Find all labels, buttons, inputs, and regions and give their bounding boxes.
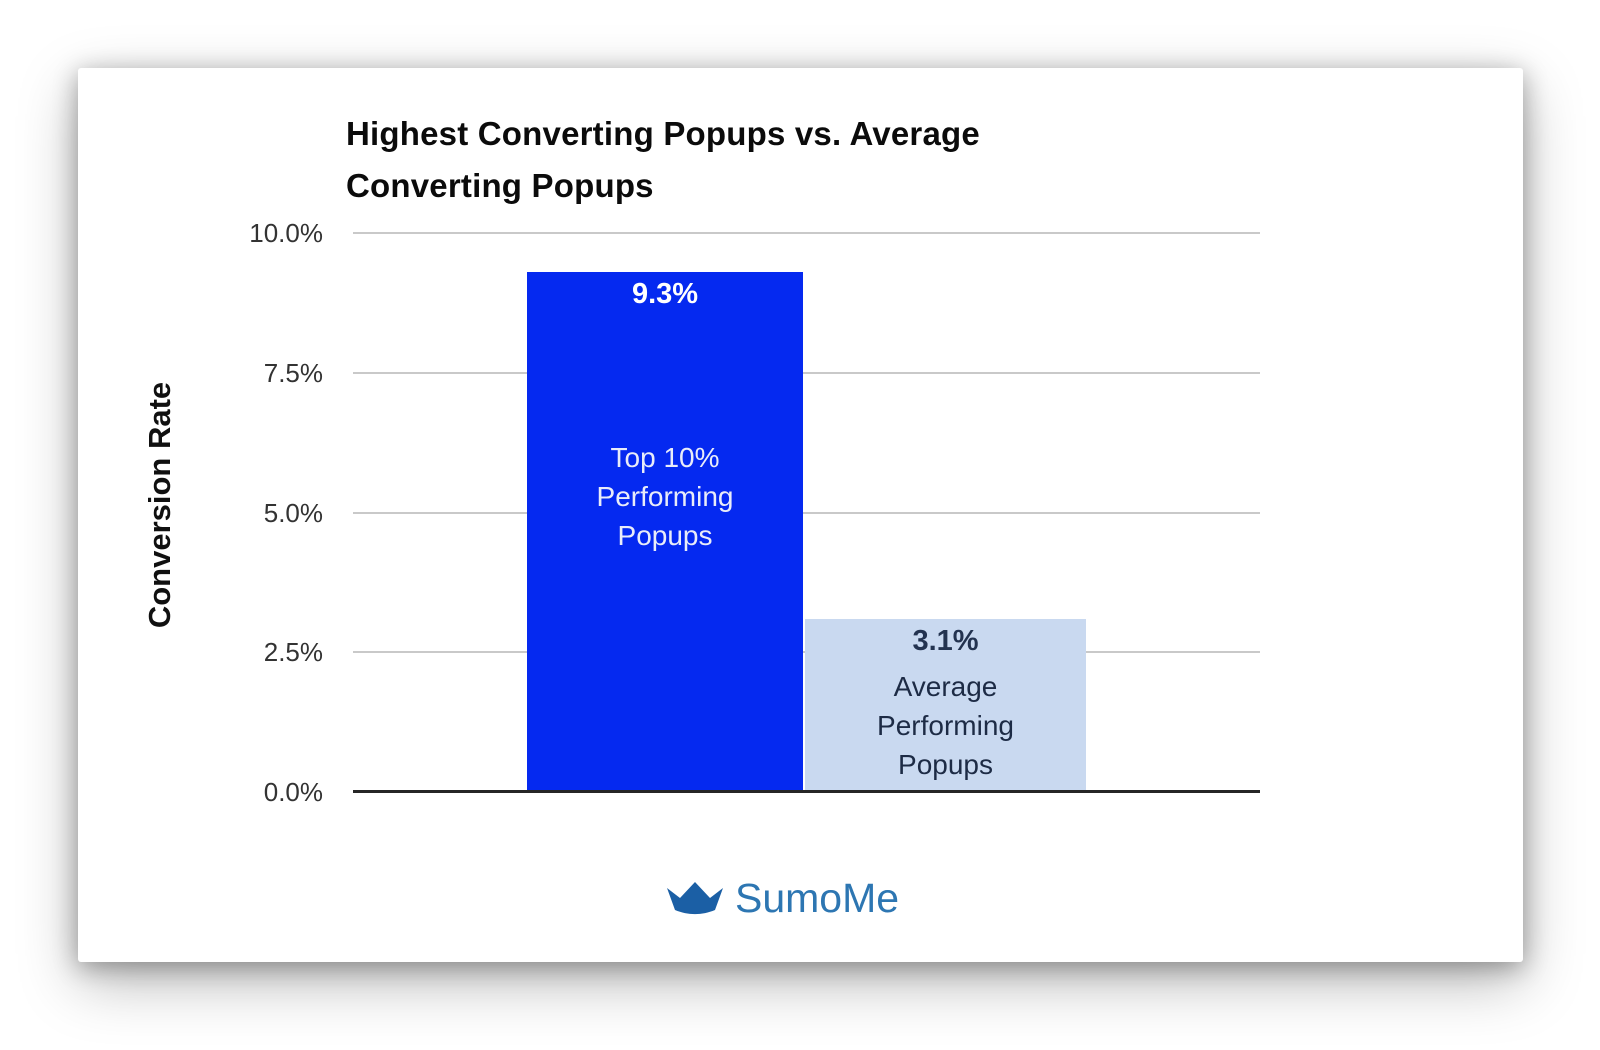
bar-category-line: Average (893, 670, 998, 702)
bar-value-label: 3.1% (912, 624, 979, 657)
bar-category-line: Popups (898, 748, 993, 780)
y-tick-label: 2.5% (263, 637, 323, 668)
gridline-5.0% (353, 511, 1260, 514)
y-tick-label: 10.0% (249, 218, 323, 248)
chart-title: Highest Converting Popups vs. Average Co… (346, 115, 980, 205)
bar-top-10-performing-popups: 9.3% Top 10% Performing Popups (527, 272, 803, 792)
bar-category-line: Performing (877, 709, 1014, 741)
gridline-7.5% (353, 371, 1260, 374)
sumome-logo: SumoMe (666, 874, 899, 922)
bar-average-performing-popups: 3.1% Average Performing Popups (805, 618, 1086, 792)
bar-category-line: Popups (617, 520, 713, 552)
x-axis-line (353, 790, 1260, 793)
bar-category-label: Top 10% Performing Popups (527, 438, 803, 555)
y-tick-label: 0.0% (263, 777, 323, 807)
crown-icon (667, 882, 723, 915)
y-axis-title: Conversion Rate (142, 381, 177, 629)
y-tick-label: 7.5% (263, 357, 323, 388)
bar-category-label: Average Performing Popups (805, 667, 1086, 784)
plot-area: 10.0% 7.5% 5.0% 2.5% 0.0% 9.3% Top 10% Perform… (249, 218, 1260, 807)
bar-category-line: Performing (596, 481, 734, 513)
logo-text: SumoMe (735, 875, 900, 921)
y-tick-label: 5.0% (263, 497, 323, 528)
bar-value-label: 9.3% (631, 278, 699, 311)
bar-category-line: Top 10% (610, 442, 720, 474)
chart-card: Highest Converting Popups vs. Average Co… (78, 68, 1523, 962)
gridline-10.0% (353, 232, 1260, 234)
